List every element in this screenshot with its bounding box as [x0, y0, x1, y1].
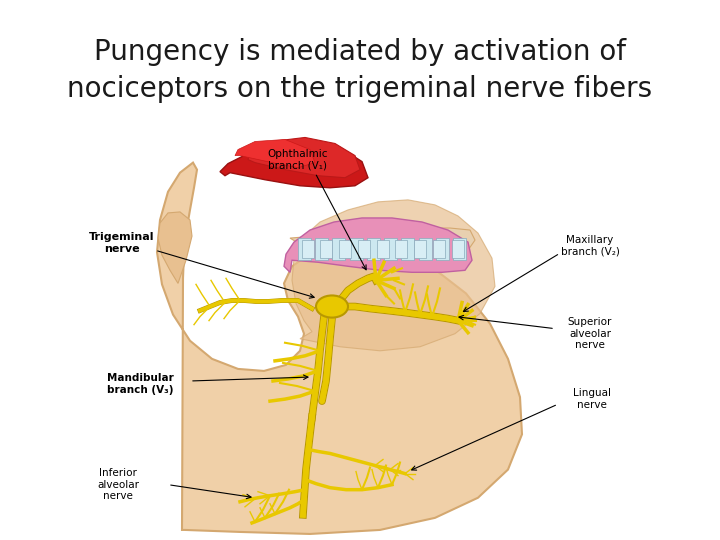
Polygon shape [292, 200, 495, 351]
Polygon shape [157, 163, 522, 534]
Bar [384, 238, 397, 260]
Text: Superior
alveolar
nerve: Superior alveolar nerve [568, 317, 612, 350]
Bar [333, 238, 346, 260]
Polygon shape [235, 139, 315, 167]
Text: Mandibular
branch (V₃): Mandibular branch (V₃) [107, 373, 174, 395]
Text: Inferior
alveolar
nerve: Inferior alveolar nerve [97, 468, 139, 501]
Text: Ophthalmic
branch (V₁): Ophthalmic branch (V₁) [268, 149, 328, 171]
Text: Pungency is mediated by activation of
nociceptors on the trigeminal nerve fibers: Pungency is mediated by activation of no… [68, 38, 652, 103]
Bar [401, 238, 414, 260]
Bar [358, 240, 370, 258]
Bar [436, 238, 449, 260]
Ellipse shape [316, 295, 348, 318]
Bar [377, 240, 389, 258]
Bar [414, 240, 426, 258]
Bar [302, 240, 313, 258]
Bar [433, 240, 445, 258]
Polygon shape [158, 212, 192, 284]
Polygon shape [284, 218, 472, 272]
Bar [339, 240, 351, 258]
Bar [453, 238, 466, 260]
Bar [367, 238, 380, 260]
Bar [320, 240, 332, 258]
Polygon shape [220, 141, 368, 188]
Bar [451, 240, 464, 258]
Polygon shape [290, 228, 475, 264]
Bar [315, 238, 328, 260]
Bar [298, 238, 311, 260]
Text: Lingual
nerve: Lingual nerve [573, 388, 611, 410]
Text: Maxillary
branch (V₂): Maxillary branch (V₂) [561, 235, 619, 257]
Bar [395, 240, 408, 258]
Bar [418, 238, 431, 260]
Text: Trigeminal
nerve: Trigeminal nerve [89, 232, 155, 254]
Bar [350, 238, 363, 260]
Polygon shape [248, 138, 360, 178]
